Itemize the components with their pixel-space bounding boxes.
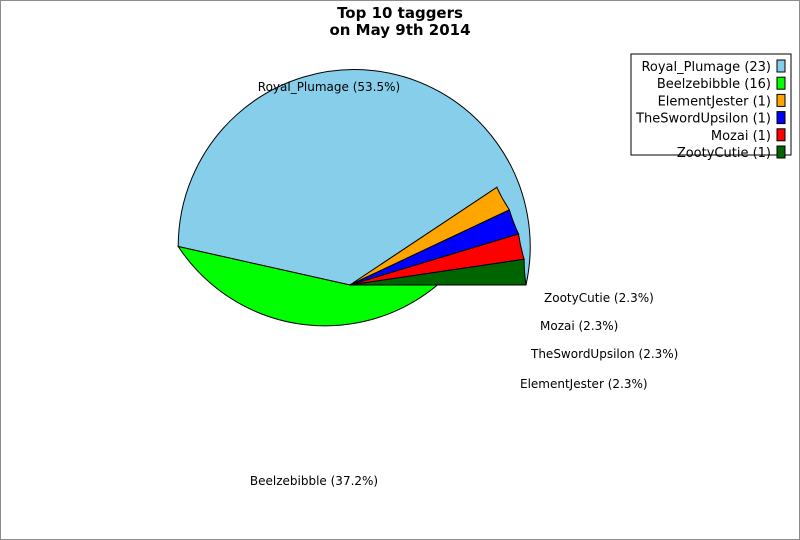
legend-item-label: ZootyCutie (1) — [677, 146, 771, 161]
chart-title: Top 10 taggers — [337, 4, 463, 22]
legend-swatch — [776, 59, 786, 73]
pie-slices — [177, 69, 531, 327]
slice-label-elementjester: ElementJester (2.3%) — [520, 377, 648, 391]
legend: Royal_Plumage (23) Beelzebibble (16) Eleme… — [630, 53, 792, 161]
pie-slice-zootycutie — [349, 258, 527, 286]
legend-item-label: Royal_Plumage (23) — [641, 60, 771, 75]
legend-swatch — [776, 76, 786, 90]
pie-slice-labels: Royal_Plumage (53.5%) Beelzebibble (37.2%… — [250, 80, 678, 488]
slice-label-mozai: Mozai (2.3%) — [540, 319, 618, 333]
slice-label-beelzebibble: Beelzebibble (37.2%) — [250, 474, 378, 488]
legend-item-label: TheSwordUpsilon (1) — [635, 112, 771, 127]
legend-item-label: ElementJester (1) — [658, 94, 771, 109]
legend-item-label: Beelzebibble (16) — [657, 77, 771, 92]
slice-label-theswordupsilon: TheSwordUpsilon (2.3%) — [530, 347, 678, 361]
chart-subtitle: on May 9th 2014 — [329, 21, 470, 39]
legend-item-label: Mozai (1) — [711, 129, 771, 144]
legend-swatch — [776, 145, 786, 159]
legend-swatch — [776, 128, 786, 142]
slice-label-royal-plumage: Royal_Plumage (53.5%) — [258, 80, 400, 94]
legend-swatch — [776, 111, 786, 125]
slice-label-zootycutie: ZootyCutie (2.3%) — [544, 291, 654, 305]
legend-box — [630, 53, 792, 156]
legend-swatch — [776, 93, 786, 107]
